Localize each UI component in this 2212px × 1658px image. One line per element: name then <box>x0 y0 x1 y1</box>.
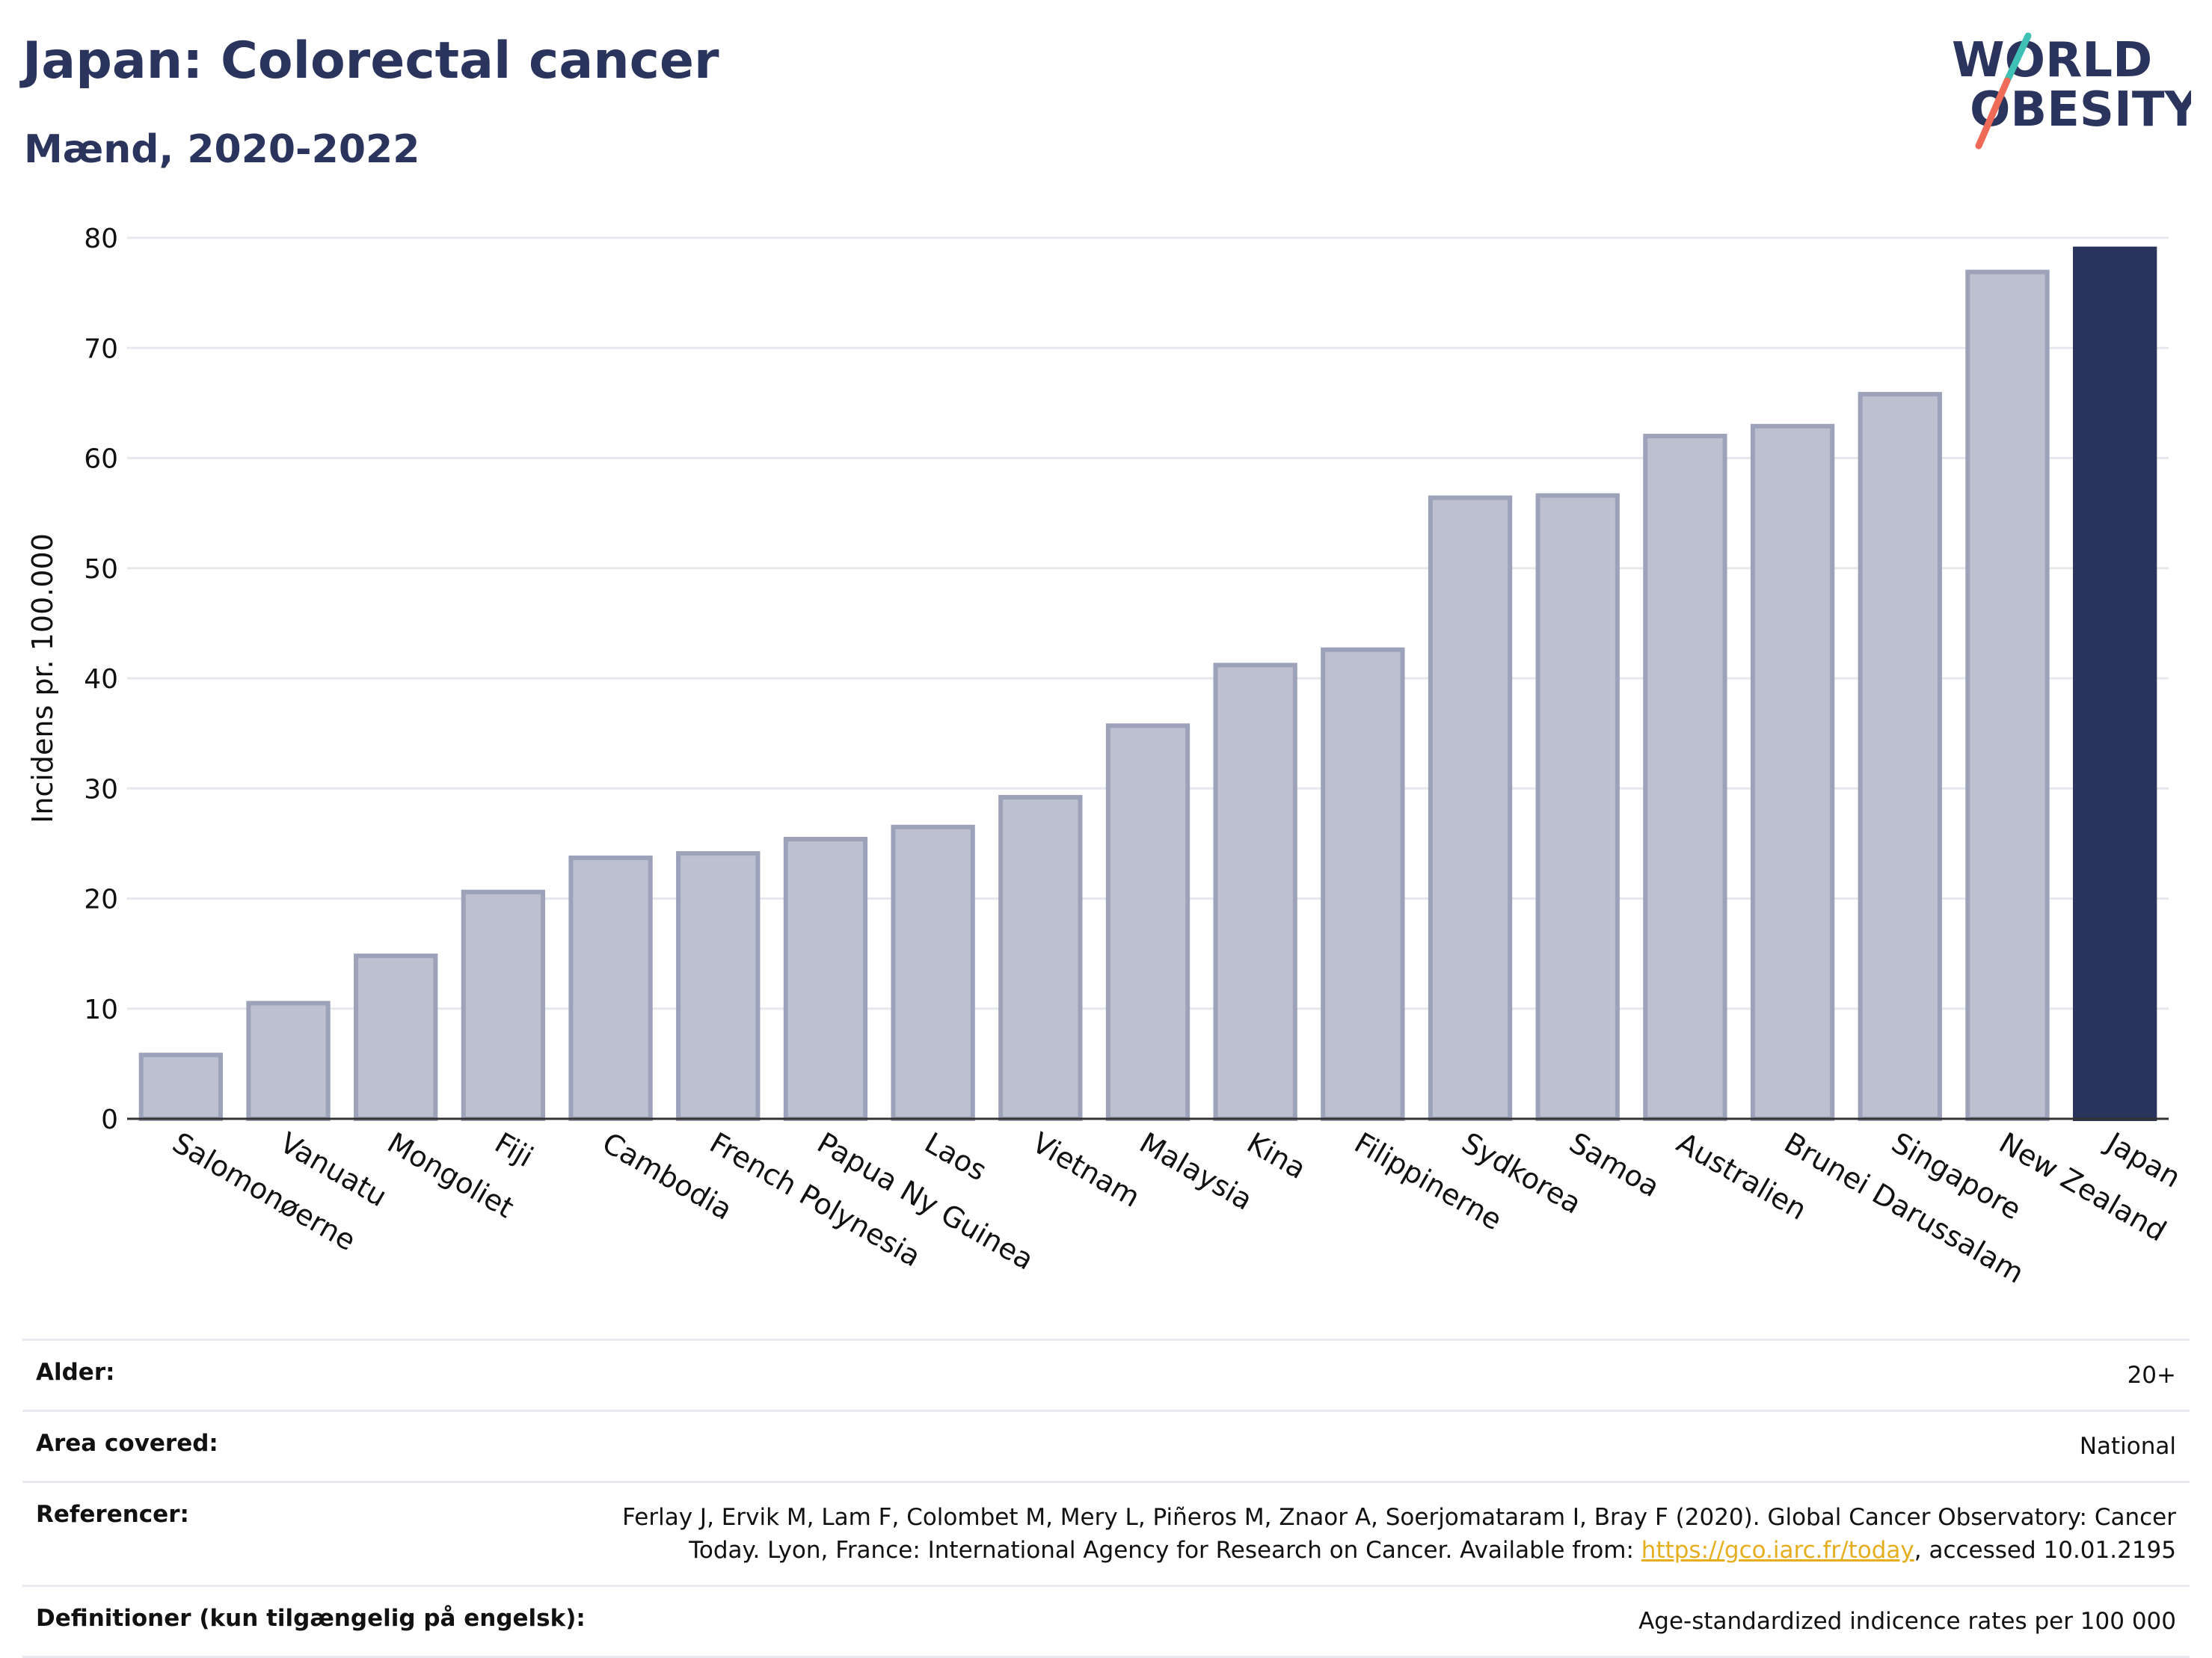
logo-line-2: OBESITY <box>1970 82 2191 138</box>
bar-kina <box>1213 663 1297 1121</box>
y-tick-label: 50 <box>84 554 118 585</box>
bar-salomonøerne <box>138 1052 224 1121</box>
x-tick-label: Malaysia <box>1134 1126 1259 1217</box>
meta-row-area: Area covered: National <box>22 1410 2190 1483</box>
bar-fiji <box>461 889 546 1122</box>
bar-australien <box>1643 434 1727 1121</box>
meta-value: 20+ <box>598 1339 2190 1412</box>
page-subtitle: Mænd, 2020-2022 <box>24 127 420 172</box>
y-tick-label: 40 <box>84 664 118 695</box>
bar-laos <box>891 824 975 1121</box>
bar-singapore <box>1858 392 1942 1121</box>
meta-key: Definitioner (kun tilgængelig på engelsk… <box>22 1585 599 1658</box>
bar-chart: 0 10 20 30 40 50 60 70 80 SalomonøerneVanuatuMon… <box>26 224 2186 1290</box>
reference-link[interactable]: https://gco.iarc.fr/today <box>1641 1537 1914 1564</box>
bar-mongoliet <box>354 954 438 1121</box>
logo-line-1: WORLD <box>1952 33 2152 88</box>
meta-row-age: Alder: 20+ <box>22 1339 2190 1412</box>
reference-text: Ferlay J, Ervik M, Lam F, Colombet M, Me… <box>622 1504 2176 1564</box>
x-tick-label: Fiji <box>489 1126 538 1173</box>
page-title: Japan: Colorectal cancer <box>22 31 719 90</box>
bar-papua-ny-guinea <box>783 836 868 1121</box>
y-tick-label: 20 <box>84 885 118 915</box>
world-obesity-logo: WORLD OBESITY <box>1952 32 2191 150</box>
x-tick-label: Kina <box>1241 1126 1312 1186</box>
y-tick-label: 60 <box>84 444 118 475</box>
meta-key: Area covered: <box>22 1410 599 1483</box>
meta-row-references: Referencer: Ferlay J, Ervik M, Lam F, Co… <box>22 1481 2190 1587</box>
logo-slash-teal <box>2003 32 2032 85</box>
reference-accessed: , accessed 10.01.2195 <box>1914 1537 2176 1564</box>
bar-new-zealand <box>1965 269 2050 1122</box>
y-axis-ticks: 0 10 20 30 40 50 60 70 80 <box>84 224 118 1135</box>
bar-samoa <box>1535 493 1620 1121</box>
bar-vietnam <box>998 795 1083 1122</box>
bar-french-polynesia <box>676 851 761 1121</box>
meta-row-definitions: Definitioner (kun tilgængelig på engelsk… <box>22 1585 2190 1658</box>
y-tick-label: 0 <box>101 1105 118 1135</box>
y-tick-label: 70 <box>84 334 118 364</box>
bars <box>138 246 2157 1122</box>
x-tick-label: Laos <box>919 1126 992 1188</box>
y-tick-label: 10 <box>84 995 118 1025</box>
meta-value: National <box>598 1410 2190 1483</box>
logo-slash-coral <box>1975 77 2011 150</box>
bar-cambodia <box>568 856 653 1121</box>
bar-malaysia <box>1105 723 1191 1121</box>
meta-key: Alder: <box>22 1339 599 1412</box>
x-tick-label: Vietnam <box>1027 1126 1146 1214</box>
meta-value: Ferlay J, Ervik M, Lam F, Colombet M, Me… <box>598 1481 2190 1587</box>
bar-sydkorea <box>1428 495 1513 1121</box>
meta-value: Age-standardized indicence rates per 100… <box>598 1585 2190 1658</box>
bar-brunei-darussalam <box>1750 423 1835 1121</box>
y-tick-label: 30 <box>84 774 118 805</box>
y-tick-label: 80 <box>84 224 118 254</box>
bar-japan <box>2072 246 2157 1122</box>
metadata-table: Alder: 20+ Area covered: National Refere… <box>22 1339 2190 1658</box>
meta-key: Referencer: <box>22 1481 599 1587</box>
y-axis-label: Incidens pr. 100.000 <box>26 533 59 823</box>
x-tick-label: Salomonøerne <box>167 1126 361 1257</box>
bar-filippinerne <box>1321 647 1405 1121</box>
bar-vanuatu <box>246 1001 331 1121</box>
x-tick-label: Japan <box>2100 1126 2187 1194</box>
